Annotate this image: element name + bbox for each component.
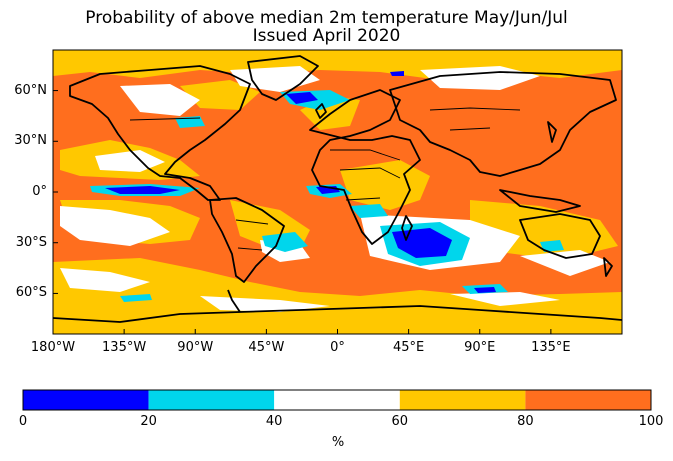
colorbar-units: % (331, 435, 345, 450)
lat-tick-label: 60°S (15, 285, 47, 301)
lat-tick-label: 0° (32, 184, 47, 199)
colorbar-bin-40-60 (274, 390, 400, 410)
lon-tick-label: 180°W (30, 340, 76, 355)
colorbar-tick-label: 60 (391, 414, 409, 429)
colorbar-tick-label: 20 (140, 414, 157, 429)
colorbar-tick-label: 80 (517, 414, 534, 429)
colorbar-bin-60-80 (399, 390, 526, 410)
coastlines (53, 55, 622, 323)
map-title-line1: Probability of above median 2m temperatu… (85, 8, 568, 28)
field-60-80 (53, 50, 622, 334)
lon-tick-label: 90°E (464, 340, 496, 355)
lon-tick-label: 135°W (102, 340, 147, 355)
lat-tick-label: 60°N (14, 82, 47, 98)
lon-tick-label: 0° (330, 340, 345, 355)
lat-tick-label: 30°N (14, 133, 47, 149)
colorbar-tick-label: 40 (265, 414, 283, 429)
lon-tick-label: 45°W (248, 340, 285, 355)
country-borders (129, 107, 521, 251)
map-title-line2: Issued April 2020 (252, 26, 401, 46)
lon-tick-marks (52, 329, 552, 334)
colorbar-bin-0-20 (23, 390, 149, 410)
lon-tick-label: 45°E (392, 340, 425, 355)
colorbar-bin-80-100 (525, 390, 651, 410)
colorbar-tick-label: 0 (18, 414, 28, 429)
lat-tick-marks (53, 90, 58, 294)
lon-tick-label: 135°E (531, 340, 571, 355)
colorbar-frame (22, 389, 652, 411)
colorbar-tick-label: 100 (638, 414, 664, 429)
lat-tick-label: 30°S (15, 234, 47, 250)
colorbar-bin-20-40 (148, 390, 275, 410)
lon-tick-label: 90°W (177, 340, 214, 355)
